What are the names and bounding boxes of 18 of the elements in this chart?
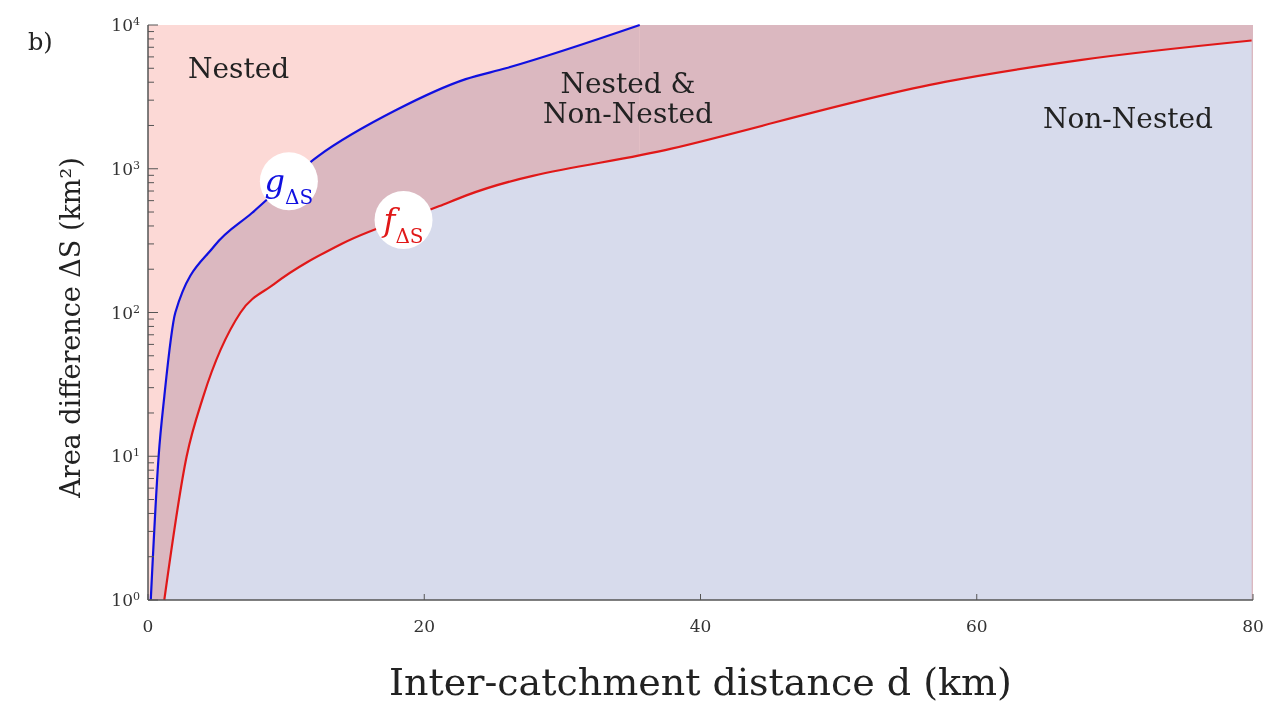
x-axis-title: Inter-catchment distance d (km) bbox=[389, 660, 1012, 704]
x-tick-label: 20 bbox=[413, 616, 436, 636]
series-label: f$_{ΔS}$ bbox=[381, 200, 424, 248]
y-tick-label: 10$^{3}$ bbox=[111, 158, 140, 179]
y-tick-label: 10$^{1}$ bbox=[111, 445, 140, 467]
x-tick-label: 60 bbox=[965, 616, 988, 636]
y-tick-label: 10$^{0}$ bbox=[111, 589, 140, 610]
annotation: Nested bbox=[188, 52, 290, 85]
x-tick-label: 40 bbox=[689, 616, 712, 636]
text: b) bbox=[28, 28, 53, 56]
annotation: Non-Nested bbox=[1042, 102, 1214, 135]
x-tick-label: 0 bbox=[142, 616, 154, 636]
y-axis-title: Area difference ΔS (km²) bbox=[55, 157, 86, 499]
x-tick-label: 80 bbox=[1242, 616, 1264, 636]
y-tick-label: 10$^{2}$ bbox=[111, 302, 140, 323]
y-tick-label: 10$^{4}$ bbox=[111, 14, 140, 35]
series-label: g$_{ΔS}$ bbox=[264, 162, 314, 210]
annotation: Nested & Non-Nested bbox=[542, 67, 714, 130]
